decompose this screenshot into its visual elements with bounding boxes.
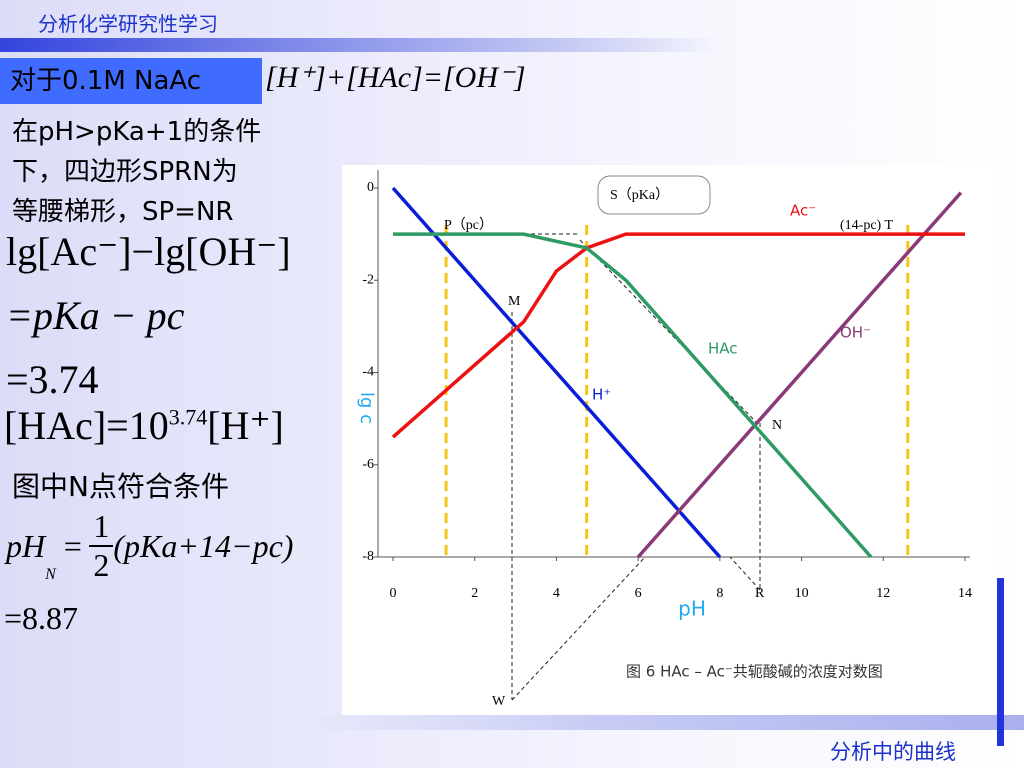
formula: lg[Ac⁻]−lg[OH⁻] [6,229,291,274]
x-axis-label: pH [678,597,706,621]
annotation: (14-pc) T [840,218,893,233]
footer-text: 分析中的曲线 [830,740,956,764]
y-axis-label: lg c [356,392,377,424]
y-tick-label: -8 [362,549,374,564]
annotation: N [772,418,782,433]
x-tick-label: 8 [716,586,723,601]
formula-part: (pKa+14−pc) [113,527,294,564]
formula: =3.74 [6,357,99,402]
series-label: HAc [708,340,738,358]
series-line [391,186,722,559]
condition-box: 对于0.1M NaAc [0,58,262,104]
y-tick-label: -2 [362,272,374,287]
body-line: 等腰梯形，SP=NR [12,197,234,227]
x-tick-label: 0 [390,586,397,601]
series-label: Ac⁻ [790,202,816,220]
series-line [636,191,963,559]
formula-part: pH [6,527,46,564]
dashed-line [729,556,761,591]
series-label: H⁺ [592,386,611,404]
body-line: 下，四边形SPRN为 [12,157,238,187]
x-tick-label: 6 [635,586,642,601]
series-line [393,232,873,559]
formula-exponent: 3.74 [168,404,208,430]
chart-background [342,165,997,715]
side-bar [997,578,1004,746]
x-tick-label: 2 [471,586,478,601]
annotation: P（pc） [444,217,493,233]
x-tick-label: 12 [876,586,890,601]
body-line: 在pH>pKa+1的条件 [12,117,262,147]
y-tick-label: 0 [367,180,374,195]
x-tick-label: 14 [958,586,972,601]
x-tick-label: 10 [795,586,809,601]
formula: =8.87 [4,600,79,636]
chart: 0 -2 -4 -6 -8 0 2 4 6 8 10 12 14 H⁺ OH⁻ Ac⁻ HAc P（pc） S（pK… [342,165,997,715]
header-band [0,38,720,52]
formula-part: [HAc]=10 [4,403,169,448]
body-lines: 在pH>pKa+1的条件 下，四边形SPRN为 等腰梯形，SP=NR [12,112,261,232]
x-tick-label: 4 [553,586,560,601]
footer-band [300,715,1024,730]
annotation: R [755,586,765,601]
annotation: W [492,694,506,709]
balance-equation: [H⁺]+[HAc]=[OH⁻] [265,61,526,94]
formula-part: = [61,527,84,564]
numerator: 1 [89,508,114,547]
formula-sub: N [45,566,56,583]
dashed-line [511,556,646,701]
caption: 图 6 HAc – Ac⁻共轭酸碱的浓度对数图 [626,663,883,681]
series-label: OH⁻ [840,324,871,342]
formula: [HAc]=103.74[H⁺] [4,402,284,449]
formula: =pKa − pc [6,293,185,338]
formula-part: [H⁺] [207,403,284,448]
y-tick-label: -6 [362,457,374,472]
denominator: 2 [93,547,110,583]
note: 图中N点符合条件 [12,470,229,503]
annotation: S（pKa） [610,187,669,203]
callout [597,175,711,215]
y-tick-label: -4 [362,365,374,380]
annotation: M [508,294,521,309]
header-title: 分析化学研究性学习 [38,12,218,36]
series-line [391,232,965,439]
